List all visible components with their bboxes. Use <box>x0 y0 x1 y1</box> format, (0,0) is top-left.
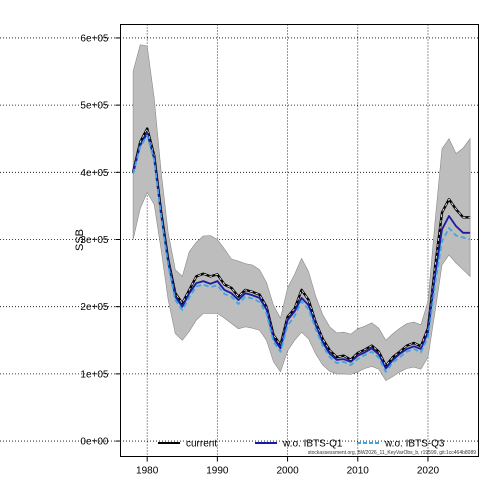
x-tick-label: 1980 <box>136 466 159 477</box>
y-tick-label: 4e+05 <box>80 168 109 179</box>
x-tick-label: 2000 <box>276 466 299 477</box>
legend-label-3: w.o. IBTS-Q3 <box>384 439 445 450</box>
series-line-2 <box>132 132 471 370</box>
y-tick-label: 0e+00 <box>80 437 109 448</box>
confidence-band-group <box>132 44 471 382</box>
watermark: stockassessment.org, BW2026_11_KeyVarObs… <box>308 450 476 456</box>
plot-frame <box>120 24 479 457</box>
grid <box>0 24 479 457</box>
legend: current w.o. IBTS-Q1 w.o. IBTS-Q3 <box>158 439 445 450</box>
y-tick-label: 1e+05 <box>80 369 109 380</box>
y-axis-label: SSB <box>74 229 86 251</box>
confidence-band <box>132 44 471 382</box>
x-tick-label: 2010 <box>347 466 370 477</box>
legend-label-1: current <box>186 439 217 450</box>
y-tick-label: 2e+05 <box>80 302 109 313</box>
y-tick-label: 3e+05 <box>80 235 109 246</box>
y-tick-label: 5e+05 <box>80 101 109 112</box>
x-tick-label: 1990 <box>206 466 229 477</box>
legend-label-2: w.o. IBTS-Q1 <box>282 439 343 450</box>
axes: 1980 1990 2000 2010 2020 0e+00 1e+05 2e+05 3e+05… <box>80 33 439 476</box>
y-tick-label: 6e+05 <box>80 33 109 44</box>
x-tick-label: 2020 <box>417 466 440 477</box>
series-lines <box>131 127 471 373</box>
series-line-1-core <box>132 127 471 367</box>
series-line-3 <box>132 134 471 373</box>
